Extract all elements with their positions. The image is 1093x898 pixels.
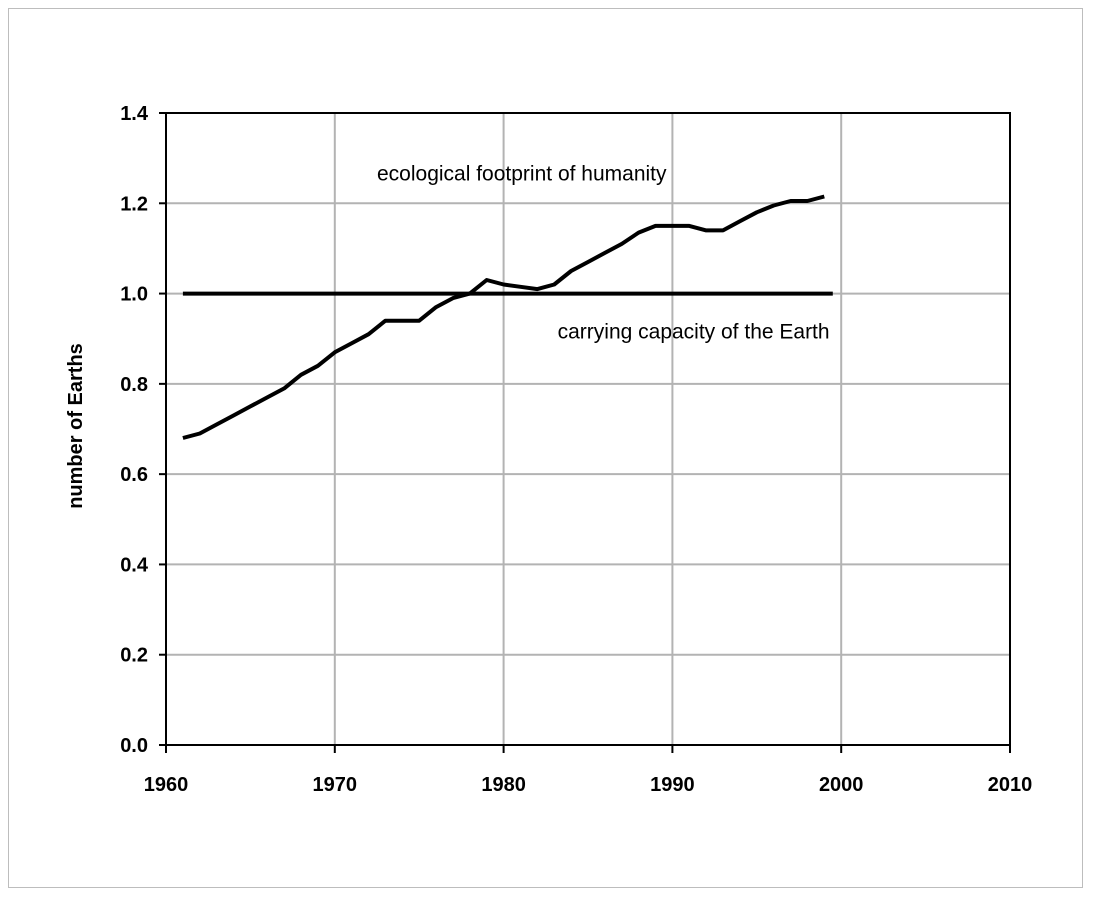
x-tick-label: 1970 [313, 774, 358, 796]
y-tick-label: 1.4 [120, 103, 149, 125]
series [182, 194, 833, 440]
y-tick-label: 1.2 [120, 193, 148, 215]
series-annotation: carrying capacity of the Earth [558, 321, 830, 344]
grid [166, 113, 1010, 745]
x-tick-label: 1990 [650, 774, 695, 796]
x-tick-label: 1960 [144, 774, 189, 796]
x-axis-ticks: 1960 1970 1980 1990 2000 2010 [144, 745, 1033, 796]
y-tick-label: 0.2 [120, 645, 148, 667]
x-tick-label: 2000 [819, 774, 864, 796]
y-tick-label: 0.6 [120, 464, 148, 486]
y-axis-ticks: 0.0 0.2 0.4 0.6 0.8 1.0 1.2 1.4 [120, 103, 166, 757]
annotations: ecological footprint of humanity carrying… [377, 163, 830, 344]
y-tick-label: 0.4 [120, 554, 149, 576]
series-annotation: ecological footprint of humanity [377, 163, 667, 186]
x-tick-label: 2010 [988, 774, 1033, 796]
series-line-ecological-footprint-of-humanity [182, 194, 825, 440]
plot-area-border [165, 112, 1011, 746]
y-tick-label: 0.8 [120, 374, 148, 396]
chart-frame [8, 8, 1083, 888]
y-tick-label: 1.0 [120, 284, 148, 306]
y-tick-label: 0.0 [120, 735, 148, 757]
y-axis-title: number of Earths [65, 343, 87, 509]
x-tick-label: 1980 [481, 774, 526, 796]
